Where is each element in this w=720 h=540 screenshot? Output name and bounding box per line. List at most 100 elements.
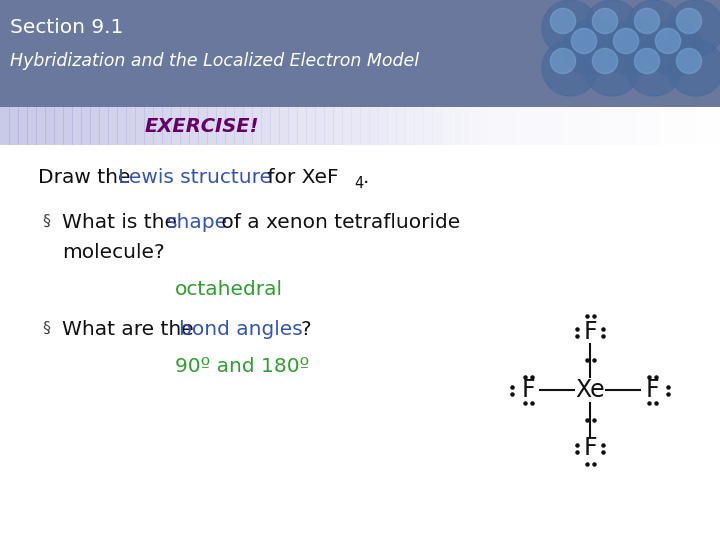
Point: [518, 399, 530, 407]
Circle shape: [550, 9, 575, 33]
Circle shape: [634, 49, 660, 73]
Bar: [378, 107, 388, 145]
Bar: [708, 107, 720, 145]
Bar: [9, 107, 19, 145]
Point: [662, 382, 674, 391]
Circle shape: [605, 20, 661, 76]
Circle shape: [647, 20, 703, 76]
Bar: [504, 107, 517, 145]
Bar: [444, 107, 457, 145]
Bar: [261, 107, 271, 145]
Bar: [234, 107, 244, 145]
Bar: [468, 107, 478, 145]
Text: F: F: [521, 378, 535, 402]
Bar: [369, 107, 379, 145]
Text: octahedral: octahedral: [175, 280, 283, 299]
Bar: [684, 107, 697, 145]
Bar: [225, 107, 235, 145]
Bar: [396, 107, 406, 145]
Bar: [468, 107, 481, 145]
Text: What is the: What is the: [62, 213, 184, 232]
Bar: [108, 107, 118, 145]
Bar: [477, 107, 487, 145]
Point: [649, 373, 661, 381]
Bar: [84, 107, 97, 145]
Bar: [588, 107, 601, 145]
Bar: [348, 107, 361, 145]
Bar: [342, 107, 352, 145]
Point: [643, 373, 654, 381]
Text: 90º and 180º: 90º and 180º: [175, 357, 310, 376]
Bar: [204, 107, 217, 145]
Bar: [243, 107, 253, 145]
Bar: [0, 145, 720, 540]
Bar: [552, 107, 565, 145]
Point: [571, 324, 582, 333]
Circle shape: [584, 40, 640, 96]
Bar: [576, 107, 589, 145]
Bar: [108, 107, 121, 145]
Bar: [72, 107, 85, 145]
Bar: [648, 107, 661, 145]
Bar: [264, 107, 277, 145]
Bar: [297, 107, 307, 145]
Bar: [450, 107, 460, 145]
Point: [588, 356, 599, 364]
Text: F: F: [645, 378, 659, 402]
Point: [598, 324, 609, 333]
Bar: [90, 107, 100, 145]
Bar: [96, 107, 109, 145]
Circle shape: [550, 49, 575, 73]
Point: [571, 440, 582, 449]
Bar: [270, 107, 280, 145]
Bar: [396, 107, 409, 145]
Bar: [492, 107, 505, 145]
Text: Lewis structure: Lewis structure: [118, 168, 272, 187]
Point: [526, 373, 537, 381]
Circle shape: [613, 29, 639, 53]
Bar: [387, 107, 397, 145]
Text: .: .: [363, 168, 369, 187]
Bar: [252, 107, 265, 145]
Text: for XeF: for XeF: [261, 168, 338, 187]
Text: Section 9.1: Section 9.1: [10, 18, 123, 37]
Bar: [12, 107, 25, 145]
Text: molecule?: molecule?: [62, 243, 165, 262]
Bar: [414, 107, 424, 145]
Point: [571, 331, 582, 340]
Text: Hybridization and the Localized Electron Model: Hybridization and the Localized Electron…: [10, 52, 419, 70]
Circle shape: [584, 0, 640, 56]
Bar: [0, 107, 10, 145]
Bar: [384, 107, 397, 145]
Point: [598, 440, 609, 449]
Bar: [432, 107, 442, 145]
Point: [649, 399, 661, 407]
Text: F: F: [583, 436, 597, 460]
Text: ?: ?: [300, 320, 310, 339]
Circle shape: [626, 40, 682, 96]
Point: [518, 373, 530, 381]
Bar: [459, 107, 469, 145]
Bar: [441, 107, 451, 145]
Bar: [171, 107, 181, 145]
Circle shape: [542, 0, 598, 56]
Point: [581, 356, 593, 364]
Point: [588, 460, 599, 468]
Bar: [540, 107, 553, 145]
Text: EXERCISE!: EXERCISE!: [144, 118, 259, 137]
Bar: [288, 107, 301, 145]
Bar: [276, 107, 289, 145]
Text: F: F: [583, 320, 597, 344]
Bar: [423, 107, 433, 145]
Point: [598, 447, 609, 456]
Circle shape: [626, 0, 682, 56]
Circle shape: [572, 29, 597, 53]
Text: shape: shape: [167, 213, 228, 232]
Bar: [360, 107, 370, 145]
Bar: [612, 107, 625, 145]
Bar: [405, 107, 415, 145]
Bar: [240, 107, 253, 145]
Bar: [306, 107, 316, 145]
Bar: [528, 107, 541, 145]
Bar: [288, 107, 298, 145]
